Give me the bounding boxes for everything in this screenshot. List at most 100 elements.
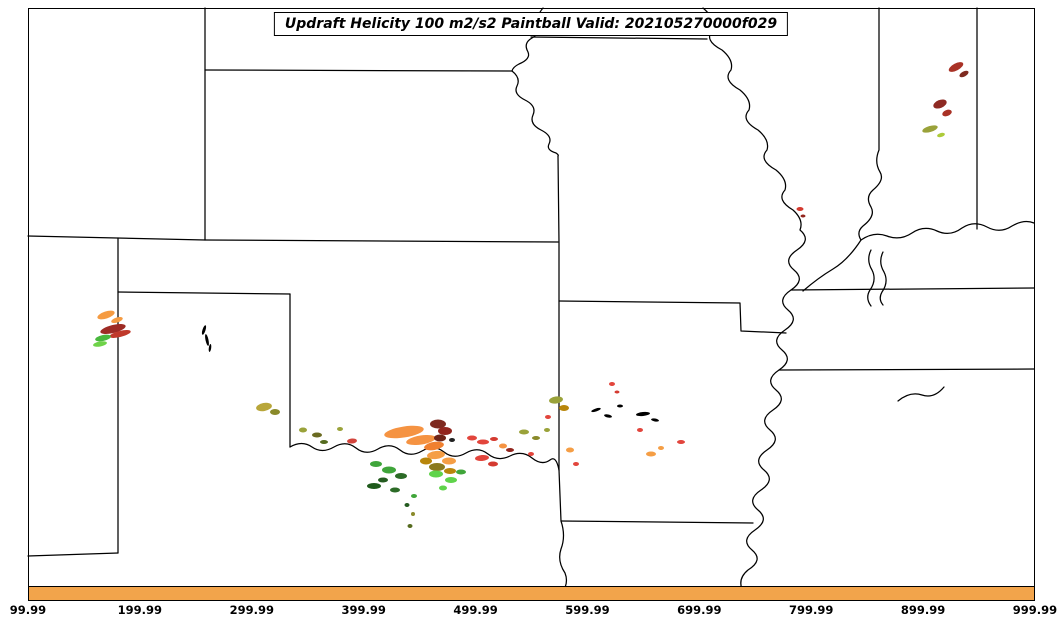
colorbar-tick-label: 899.99 bbox=[900, 603, 946, 617]
paintball bbox=[591, 407, 601, 413]
paintball bbox=[424, 441, 444, 451]
paintball bbox=[378, 477, 388, 483]
paintball bbox=[429, 463, 445, 471]
paintball bbox=[367, 483, 381, 489]
paintball bbox=[467, 435, 477, 441]
paintball bbox=[617, 404, 623, 408]
paintball bbox=[490, 437, 498, 441]
paintball bbox=[93, 341, 107, 347]
paintball bbox=[95, 334, 111, 342]
paintball bbox=[404, 503, 410, 507]
paintball bbox=[411, 494, 417, 498]
paintball bbox=[544, 428, 550, 432]
paintball bbox=[475, 454, 489, 462]
paintball bbox=[411, 512, 415, 516]
paintball bbox=[270, 409, 280, 415]
paintball bbox=[347, 438, 357, 444]
paintball bbox=[256, 402, 272, 412]
paintball bbox=[312, 432, 322, 438]
paintball bbox=[800, 214, 806, 218]
paintball bbox=[532, 436, 540, 440]
paintball bbox=[519, 429, 529, 435]
paintball bbox=[637, 428, 643, 432]
paintball bbox=[438, 427, 452, 435]
paintball bbox=[933, 99, 947, 109]
paintball bbox=[922, 125, 938, 133]
border-nebraska-kansas bbox=[204, 69, 513, 72]
paintball bbox=[658, 446, 664, 450]
river-tennessee-south bbox=[897, 386, 945, 402]
colorbar-tick-label: 999.99 bbox=[1012, 603, 1058, 617]
colorbar-tick-label: 699.99 bbox=[677, 603, 722, 617]
paintball bbox=[959, 70, 969, 78]
river-ohio bbox=[802, 220, 1035, 292]
paintball bbox=[477, 439, 489, 445]
paintball bbox=[420, 457, 432, 465]
paintball bbox=[434, 434, 446, 442]
colorbar-tick-labels: 99.99 199.99 299.99 399.99 499.99 599.99 699.9… bbox=[10, 603, 1057, 621]
paintball bbox=[111, 316, 123, 324]
paintball bbox=[937, 132, 945, 138]
paintball bbox=[651, 418, 659, 422]
paintball bbox=[573, 462, 579, 466]
border-texas-new-mexico-south bbox=[27, 552, 119, 557]
border-illinois-indiana-wabash bbox=[858, 7, 883, 241]
paintball bbox=[109, 330, 131, 338]
paintball bbox=[97, 310, 115, 320]
paintball bbox=[942, 109, 952, 117]
paintball bbox=[614, 390, 620, 394]
paintball bbox=[439, 485, 447, 491]
border-texas-east bbox=[558, 469, 568, 594]
paintball bbox=[506, 448, 514, 452]
paintball-layer bbox=[93, 62, 969, 528]
river-mississippi bbox=[702, 7, 806, 594]
paintball bbox=[370, 461, 382, 467]
paintball bbox=[604, 414, 612, 418]
state-borders bbox=[27, 7, 1035, 594]
paintball bbox=[427, 450, 445, 460]
paintball bbox=[488, 461, 498, 467]
paintball bbox=[442, 457, 456, 465]
paintball bbox=[299, 427, 307, 433]
colorbar bbox=[28, 586, 1035, 601]
paintball bbox=[456, 469, 466, 475]
map-title: Updraft Helicity 100 m2/s2 Paintball Val… bbox=[273, 12, 789, 36]
paintball bbox=[406, 434, 436, 446]
paintball bbox=[208, 344, 212, 352]
border-ok-panhandle-south bbox=[117, 291, 291, 295]
lake-kentucky bbox=[867, 249, 875, 307]
paintball bbox=[636, 411, 650, 417]
colorbar-tick-label: 199.99 bbox=[117, 603, 163, 617]
paintball bbox=[499, 443, 507, 449]
paintball bbox=[430, 419, 446, 429]
river-missouri-kc bbox=[511, 70, 559, 157]
border-missouri-west bbox=[557, 155, 560, 471]
colorbar-tick-label: 599.99 bbox=[565, 603, 610, 617]
colorbar-tick-label: 299.99 bbox=[229, 603, 274, 617]
paintball bbox=[559, 405, 569, 411]
border-kentucky-tennessee bbox=[790, 287, 1035, 291]
paintball bbox=[545, 415, 551, 419]
paintball bbox=[384, 425, 424, 439]
colorbar-tick-label: 399.99 bbox=[341, 603, 386, 617]
paintball bbox=[948, 62, 964, 72]
paintball bbox=[566, 447, 574, 453]
paintball bbox=[445, 477, 457, 483]
border-missouri-arkansas-bootheel bbox=[558, 300, 787, 334]
border-iowa-missouri bbox=[530, 36, 708, 40]
border-arkansas-louisiana bbox=[560, 520, 754, 524]
paintball bbox=[444, 468, 456, 474]
paintball bbox=[646, 451, 656, 457]
paintball bbox=[205, 334, 209, 346]
paintball bbox=[429, 470, 443, 478]
lake-barkley bbox=[879, 251, 887, 306]
paintball bbox=[201, 325, 207, 335]
paintball bbox=[609, 382, 615, 386]
border-37n-co-nm-ks-ok bbox=[27, 235, 559, 243]
paintball bbox=[390, 487, 400, 493]
paintball bbox=[528, 452, 534, 456]
paintball bbox=[677, 440, 685, 444]
paintball bbox=[320, 440, 328, 444]
paintball bbox=[796, 207, 804, 211]
paintball bbox=[395, 473, 407, 479]
